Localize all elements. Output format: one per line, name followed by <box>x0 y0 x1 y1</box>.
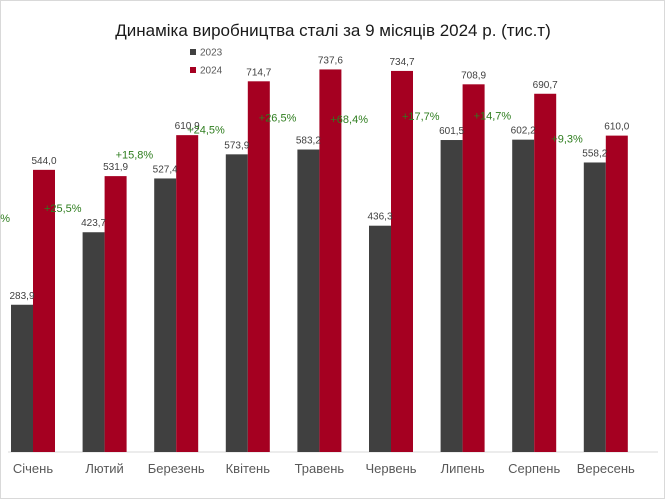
category-label-month-6: Червень <box>365 461 416 476</box>
growth-label-month-4: +24,5% <box>187 124 225 136</box>
bar-2024-month-7 <box>462 84 485 452</box>
legend-label-2023: 2023 <box>200 48 223 59</box>
bar-2024-month-9 <box>605 135 628 452</box>
category-label-month-1: Січень <box>13 461 53 476</box>
bar-2024-month-8 <box>534 93 557 453</box>
category-label-month-8: Серпень <box>508 461 560 476</box>
category-label-month-3: Березень <box>148 461 205 476</box>
legend-label-2024: 2024 <box>200 66 223 77</box>
value-label-2023-month-6: 436,3 <box>367 212 392 223</box>
value-label-2023-month-3: 527,4 <box>153 164 178 175</box>
value-label-2024-month-2: 531,9 <box>103 162 128 173</box>
category-label-month-7: Липень <box>441 461 485 476</box>
growth-label-month-5: +26,5% <box>259 112 297 124</box>
bar-2023-month-8 <box>512 139 535 452</box>
bars-layer <box>11 69 628 453</box>
value-label-2023-month-8: 602,2 <box>511 126 536 137</box>
growth-label-month-9: +9,3% <box>551 133 583 145</box>
bar-2024-month-3 <box>176 135 199 452</box>
value-label-2023-month-4: 573,9 <box>224 140 249 151</box>
chart-title: Динаміка виробництва сталі за 9 місяців … <box>115 21 551 40</box>
value-label-2024-month-5: 737,6 <box>318 55 343 66</box>
bar-2023-month-2 <box>82 232 105 452</box>
value-label-2024-month-9: 610,0 <box>604 122 629 133</box>
bar-2024-month-1 <box>33 169 55 452</box>
bar-2023-month-6 <box>369 225 391 452</box>
category-label-month-2: Лютий <box>85 461 123 476</box>
growth-label-month-3: +15,8% <box>116 149 154 161</box>
value-label-2024-month-4: 714,7 <box>246 67 271 78</box>
bar-2024-month-2 <box>104 176 127 452</box>
value-label-2023-month-7: 601,5 <box>439 126 464 137</box>
legend-swatch-2024 <box>190 67 196 73</box>
bar-2023-month-5 <box>297 149 320 452</box>
value-label-2023-month-5: 583,2 <box>296 136 321 147</box>
value-label-2024-month-3: 610,9 <box>175 121 200 132</box>
bar-2024-month-5 <box>319 69 342 453</box>
growth-label-month-1: +91,6% <box>0 213 10 225</box>
category-label-month-4: Квітень <box>226 461 271 476</box>
legend-swatch-2023 <box>190 49 196 55</box>
value-label-2023-month-2: 423,7 <box>81 218 106 229</box>
bar-2023-month-7 <box>440 140 463 452</box>
value-label-2024-month-6: 734,7 <box>389 57 414 68</box>
bar-2023-month-1 <box>11 304 33 452</box>
legend: 2023 2024 <box>190 48 223 77</box>
bar-2023-month-3 <box>154 178 177 452</box>
growth-label-month-7: +17,7% <box>402 111 440 123</box>
labels-layer: 283,9 544,0 +91,6% Січень 423,7 531,9 +25,5% Лю… <box>0 55 635 476</box>
value-label-2023-month-1: 283,9 <box>9 291 34 302</box>
bar-2023-month-4 <box>225 154 248 452</box>
growth-label-month-2: +25,5% <box>44 203 82 215</box>
growth-label-month-8: +14,7% <box>474 111 512 123</box>
bar-2024-month-4 <box>247 81 270 453</box>
bar-2024-month-6 <box>391 70 413 452</box>
value-label-2024-month-7: 708,9 <box>461 70 486 81</box>
category-label-month-5: Травень <box>295 461 345 476</box>
value-label-2024-month-1: 544,0 <box>31 156 56 167</box>
bar-2023-month-9 <box>583 162 606 452</box>
value-label-2024-month-8: 690,7 <box>533 80 558 91</box>
growth-label-month-6: +68,4% <box>330 114 368 126</box>
category-label-month-9: Вересень <box>577 461 635 476</box>
value-label-2023-month-9: 558,2 <box>582 148 607 159</box>
